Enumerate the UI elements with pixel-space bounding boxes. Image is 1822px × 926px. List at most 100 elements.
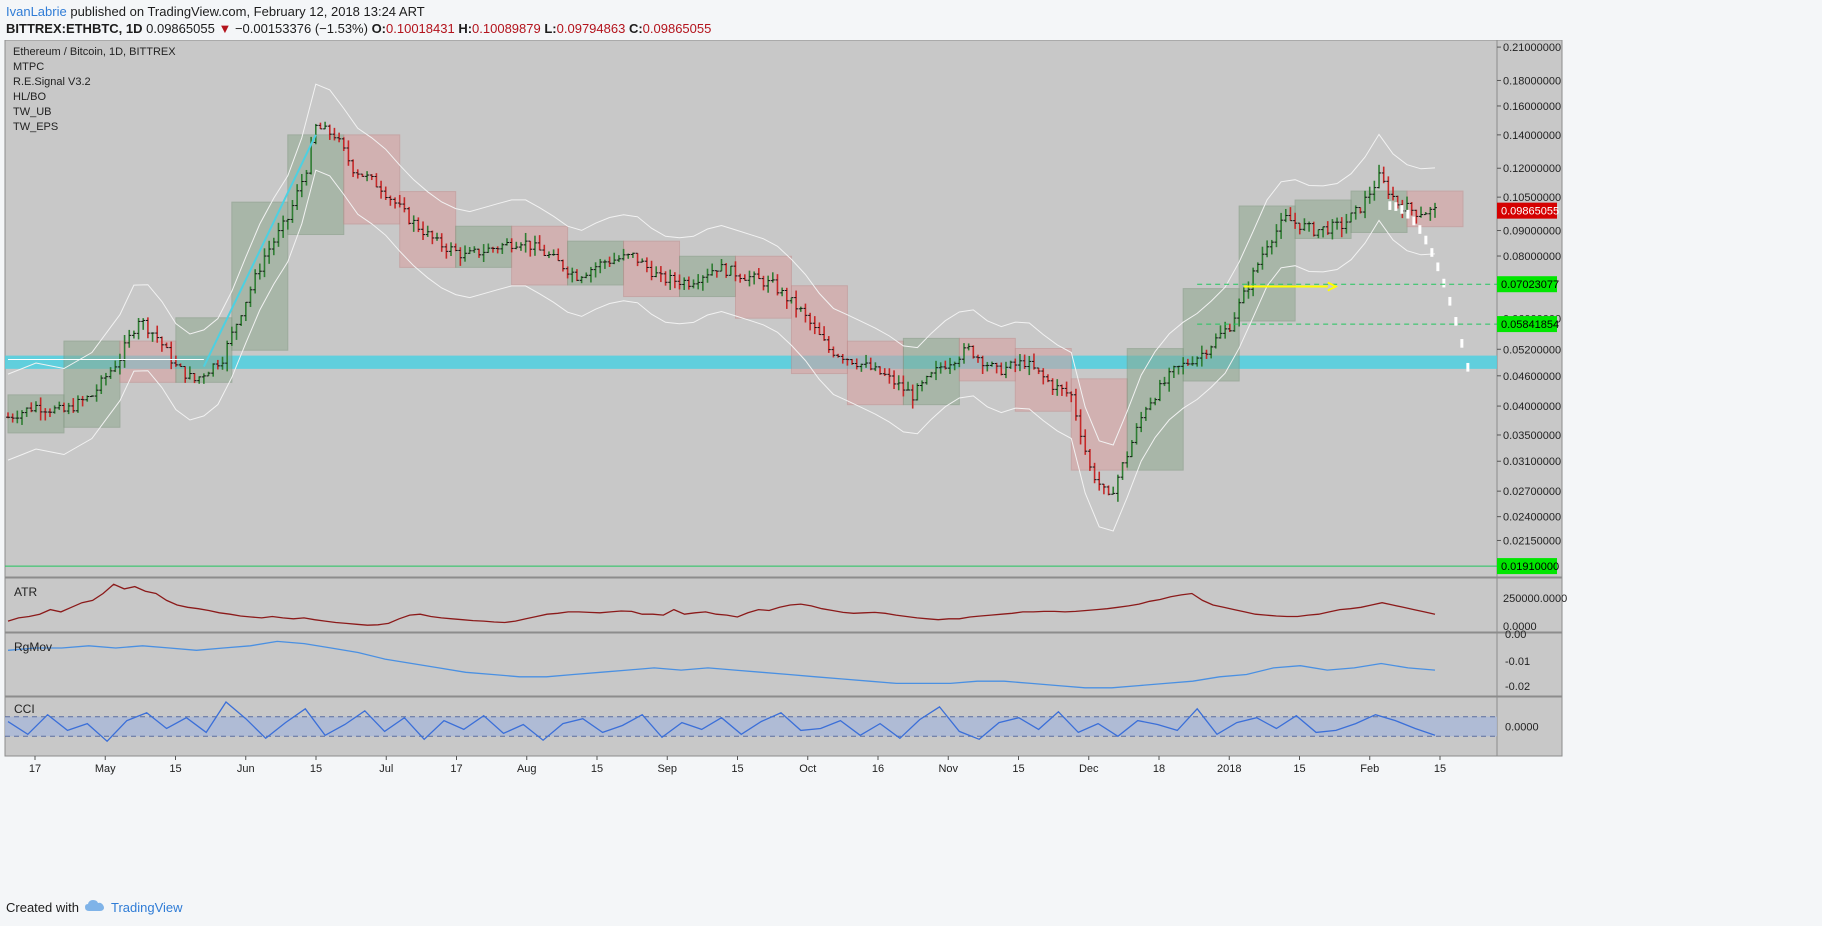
rgmov-label: RgMov — [14, 640, 52, 654]
bear-box — [1070, 378, 1128, 471]
x-tick-label: May — [95, 763, 116, 775]
y-tick-label: 0.14000000 — [1503, 130, 1561, 142]
projection-bar — [1454, 317, 1458, 326]
open-value: 0.10018431 — [386, 21, 455, 36]
upper-band-line — [7, 83, 1436, 446]
y-tick-label: 0.02400000 — [1503, 512, 1561, 524]
x-tick-label: Feb — [1360, 763, 1379, 775]
last-price: 0.09865055 — [146, 21, 215, 36]
created-with-text: Created with — [6, 900, 79, 915]
projection-bar — [1430, 248, 1434, 257]
price-change: −0.00153376 (−1.53%) — [234, 21, 368, 36]
y-tick-label: 0.21000000 — [1503, 42, 1561, 54]
level-price-tag — [1497, 558, 1557, 575]
cci-label: CCI — [14, 702, 35, 716]
x-tick-label: 2018 — [1217, 763, 1241, 775]
price-tag-label: 0.09865055 — [1501, 206, 1559, 218]
legend-item: HL/BO — [13, 91, 46, 103]
x-tick-label: Oct — [799, 763, 816, 775]
bear-box — [511, 225, 569, 286]
rgmov-tick-label: -0.02 — [1505, 681, 1530, 693]
symbol-name: BITTREX:ETHBTC, 1D — [6, 21, 143, 36]
bear-box — [734, 255, 792, 319]
cci-line — [7, 701, 1436, 743]
y-tick-label: 0.02150000 — [1503, 535, 1561, 547]
projection-bar — [1400, 205, 1404, 214]
y-tick-label: 0.05200000 — [1503, 344, 1561, 356]
price-tag-label: 0.07023077 — [1501, 279, 1559, 291]
projection-bar — [1460, 339, 1464, 348]
bull-box — [902, 337, 960, 406]
legend-item: R.E.Signal V3.2 — [13, 76, 91, 88]
tradingview-link[interactable]: TradingView — [110, 900, 183, 915]
high-label: H: — [458, 21, 473, 36]
x-tick-label: Jul — [379, 763, 393, 775]
projection-bar — [1466, 362, 1470, 372]
projection-bar — [1442, 278, 1446, 288]
x-tick-label: 17 — [450, 763, 462, 775]
projection-bar — [1448, 296, 1452, 306]
cci-tick-label: 0.0000 — [1505, 722, 1539, 734]
y-tick-label: 0.08000000 — [1503, 251, 1561, 263]
last-price-tag — [1497, 202, 1557, 219]
bull-box — [1350, 190, 1408, 233]
high-value: 0.10089879 — [472, 21, 541, 36]
y-tick-label: 0.03100000 — [1503, 456, 1561, 468]
projection-bar — [1412, 216, 1416, 226]
projection-bar — [1394, 202, 1398, 211]
close-label: C: — [628, 21, 643, 36]
bull-box — [1182, 288, 1240, 382]
y-tick-label: 0.12000000 — [1503, 163, 1561, 175]
chart-canvas[interactable]: 0.21000000 0.18000000 0.16000000 0.14000000… — [0, 40, 1822, 866]
y-tick-label: 0.03500000 — [1503, 430, 1561, 442]
projection-bar — [1424, 235, 1428, 245]
tradingview-cloud-icon — [84, 900, 105, 915]
x-tick-label: 15 — [731, 763, 743, 775]
author-link[interactable]: IvanLabrie — [6, 4, 67, 19]
trendline — [202, 134, 317, 368]
y-tick-label: 0.09000000 — [1503, 226, 1561, 238]
x-tick-label: Nov — [938, 763, 958, 775]
footer: Created with TradingView — [6, 900, 183, 915]
x-tick-label: Aug — [517, 763, 537, 775]
price-tag-label: 0.05841854 — [1501, 319, 1559, 331]
x-tick-label: 15 — [169, 763, 181, 775]
level-price-tag — [1497, 316, 1557, 333]
x-tick-label: 15 — [1012, 763, 1024, 775]
atr-tick-label: 250000.0000 — [1503, 593, 1567, 605]
projection-bar — [1388, 201, 1392, 210]
bull-box — [7, 394, 65, 434]
support-zone — [5, 355, 1497, 369]
symbol-line: BITTREX:ETHBTC, 1D 0.09865055 ▼ −0.00153… — [6, 21, 711, 36]
pane-atr — [4, 577, 1563, 633]
x-tick-label: 15 — [1434, 763, 1446, 775]
legend-item: MTPC — [13, 61, 44, 73]
rgmov-tick-label: -0.01 — [1505, 656, 1530, 668]
close-value: 0.09865055 — [642, 21, 712, 36]
x-tick-label: Jun — [237, 763, 255, 775]
y-tick-label: 0.02700000 — [1503, 486, 1561, 498]
y-tick-label: 0.18000000 — [1503, 75, 1561, 87]
open-label: O: — [371, 21, 387, 36]
rgmov-tick-label: 0.00 — [1505, 629, 1526, 641]
y-tick-label: 0.04600000 — [1503, 371, 1561, 383]
x-tick-label: 15 — [591, 763, 603, 775]
price-tag-label: 0.01910000 — [1501, 561, 1559, 573]
low-value: 0.09794863 — [556, 21, 626, 36]
atr-tick-label: 0.0000 — [1503, 621, 1537, 633]
atr-line — [7, 583, 1436, 626]
low-label: L: — [544, 21, 557, 36]
legend-item: Ethereum / Bitcoin, 1D, BITTREX — [13, 46, 176, 58]
x-tick-label: Sep — [657, 763, 677, 775]
yellow-arrow-head — [1327, 281, 1338, 292]
x-tick-label: Dec — [1079, 763, 1099, 775]
bull-box — [1238, 205, 1296, 322]
y-tick-label: 0.16000000 — [1503, 101, 1561, 113]
bull-box — [287, 134, 345, 236]
legend-item: TW_EPS — [13, 121, 58, 133]
pane-rg — [4, 632, 1563, 697]
lower-band-line — [7, 169, 1436, 532]
x-tick-label: 16 — [872, 763, 884, 775]
publish-line: IvanLabrie published on TradingView.com,… — [6, 4, 425, 19]
level-price-tag — [1497, 276, 1557, 293]
